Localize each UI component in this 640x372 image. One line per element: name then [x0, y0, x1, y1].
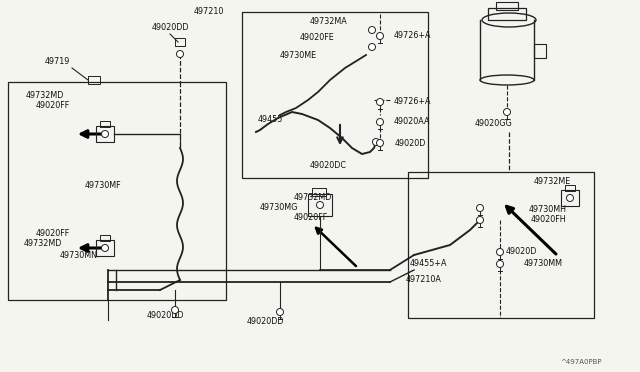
Text: 49732MD: 49732MD: [26, 90, 65, 99]
Circle shape: [376, 32, 383, 39]
Text: 49020DD: 49020DD: [152, 23, 189, 32]
Circle shape: [102, 131, 109, 138]
Circle shape: [376, 99, 383, 106]
Text: 49732MD: 49732MD: [24, 240, 62, 248]
Bar: [488, 8, 526, 20]
Text: 49730MG: 49730MG: [260, 202, 298, 212]
Text: 49726+A: 49726+A: [394, 97, 431, 106]
Text: 49020DD: 49020DD: [147, 311, 184, 321]
Text: 49020D: 49020D: [506, 247, 538, 257]
Text: 49455+A: 49455+A: [410, 260, 447, 269]
Bar: [561, 190, 579, 206]
Text: 49726+A: 49726+A: [394, 32, 431, 41]
Text: 49719: 49719: [45, 58, 70, 67]
Bar: [308, 194, 332, 216]
Text: 49020FH: 49020FH: [531, 215, 566, 224]
Bar: [534, 44, 546, 58]
Text: 49020DD: 49020DD: [247, 317, 285, 327]
Text: 497210: 497210: [194, 7, 225, 16]
Bar: [408, 172, 594, 318]
Bar: [565, 185, 575, 191]
Text: 497210A: 497210A: [406, 276, 442, 285]
Text: 49732MA: 49732MA: [310, 17, 348, 26]
Circle shape: [376, 119, 383, 125]
Text: 49455: 49455: [258, 115, 284, 125]
Text: 49732ME: 49732ME: [534, 176, 572, 186]
Text: 49020AA: 49020AA: [394, 118, 431, 126]
Text: 49730MH: 49730MH: [529, 205, 567, 215]
Text: 49730MN: 49730MN: [60, 251, 98, 260]
Circle shape: [369, 44, 376, 51]
Text: 49732MD: 49732MD: [294, 193, 332, 202]
Text: 49020FF: 49020FF: [294, 214, 328, 222]
Text: 49020DC: 49020DC: [310, 160, 347, 170]
Text: 49730MM: 49730MM: [524, 260, 563, 269]
Circle shape: [372, 138, 380, 145]
Circle shape: [477, 217, 483, 224]
Text: 49730ME: 49730ME: [280, 51, 317, 61]
Circle shape: [102, 244, 109, 251]
Text: 49020FF: 49020FF: [36, 228, 70, 237]
Circle shape: [497, 248, 504, 256]
Circle shape: [177, 51, 184, 58]
Circle shape: [504, 109, 511, 115]
Circle shape: [477, 205, 483, 212]
Circle shape: [317, 202, 323, 208]
Bar: [312, 188, 326, 196]
Circle shape: [369, 26, 376, 33]
Text: 49020GG: 49020GG: [475, 119, 513, 128]
Bar: [496, 2, 518, 10]
Text: 49020FF: 49020FF: [36, 102, 70, 110]
Bar: [175, 38, 185, 46]
Text: 49020D: 49020D: [395, 138, 426, 148]
Circle shape: [497, 260, 504, 267]
Circle shape: [172, 307, 179, 314]
Circle shape: [566, 195, 573, 202]
Bar: [100, 235, 110, 241]
Bar: [100, 121, 110, 127]
Bar: [88, 76, 100, 84]
Bar: [242, 12, 428, 178]
Circle shape: [376, 140, 383, 147]
Text: 49020FE: 49020FE: [300, 33, 335, 42]
Bar: [96, 240, 114, 256]
Bar: [8, 82, 226, 300]
Bar: [96, 126, 114, 142]
Text: ^497A0PBP: ^497A0PBP: [560, 359, 602, 365]
Circle shape: [276, 308, 284, 315]
Text: 49730MF: 49730MF: [85, 182, 122, 190]
